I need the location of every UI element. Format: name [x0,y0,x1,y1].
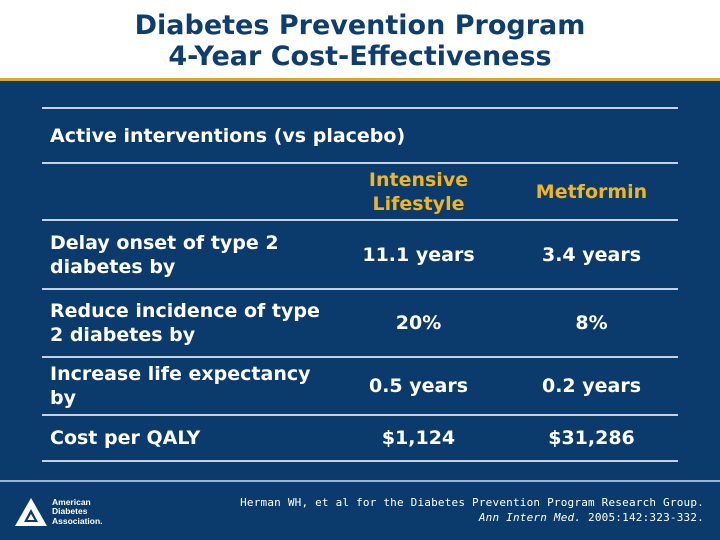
citation-reference: 2005:142:323-332. [588,511,704,524]
citation: Herman WH, et al for the Diabetes Preven… [240,495,704,525]
metformin-value: $31,286 [548,427,635,449]
row-label: Reduce incidence of type 2 diabetes by [50,300,320,346]
table-row: Reduce incidence of type 2 diabetes by 2… [42,290,678,358]
content-panel [0,81,720,480]
table-row: Delay onset of type 2 diabetes by 11.1 y… [42,221,678,290]
table-caption: Active interventions (vs placebo) [50,124,406,147]
table-row: Increase life expectancy by 0.5 years 0.… [42,358,678,416]
column-header-lifestyle: Intensive Lifestyle [368,168,469,215]
logo-line-1: American [52,496,91,507]
ada-triangle-icon [15,498,47,526]
slide-title: Diabetes Prevention Program 4-Year Cost-… [0,0,720,72]
title-line-2: 4-Year Cost-Effectiveness [168,41,552,72]
column-header-metformin: Metformin [535,180,648,203]
ada-logo: American Diabetes Association. [14,494,124,530]
metformin-value: 8% [575,312,608,334]
metformin-value: 3.4 years [541,243,642,266]
logo-wordmark: American Diabetes Association. [52,496,103,527]
logo-line-2: Diabetes [52,506,88,517]
row-label: Increase life expectancy by [50,363,311,409]
header-divider [0,78,720,81]
metformin-value: 0.2 years [541,375,642,397]
slide-header: Diabetes Prevention Program 4-Year Cost-… [0,0,720,78]
lifestyle-value: 11.1 years [362,243,475,266]
lifestyle-value: 0.5 years [368,375,469,397]
footer-bar [0,480,720,540]
citation-source: Ann Intern Med. 2005:142:323-332. [240,510,704,525]
logo-line-3: Association. [52,515,103,526]
table-caption-row: Active interventions (vs placebo) [42,109,678,164]
lifestyle-value: $1,124 [381,427,456,449]
table-header-row: Intensive Lifestyle Metformin [42,164,678,221]
row-label: Delay onset of type 2 diabetes by [50,231,279,278]
title-line-1: Diabetes Prevention Program [134,10,586,41]
citation-authors: Herman WH, et al for the Diabetes Preven… [240,496,704,509]
footer-divider [0,480,720,482]
cost-effectiveness-table: Active interventions (vs placebo) Intens… [42,107,678,462]
lifestyle-value: 20% [395,312,442,334]
table-row: Cost per QALY $1,124 $31,286 [42,416,678,462]
citation-journal: Ann Intern Med. [478,511,582,524]
row-label: Cost per QALY [50,427,201,449]
